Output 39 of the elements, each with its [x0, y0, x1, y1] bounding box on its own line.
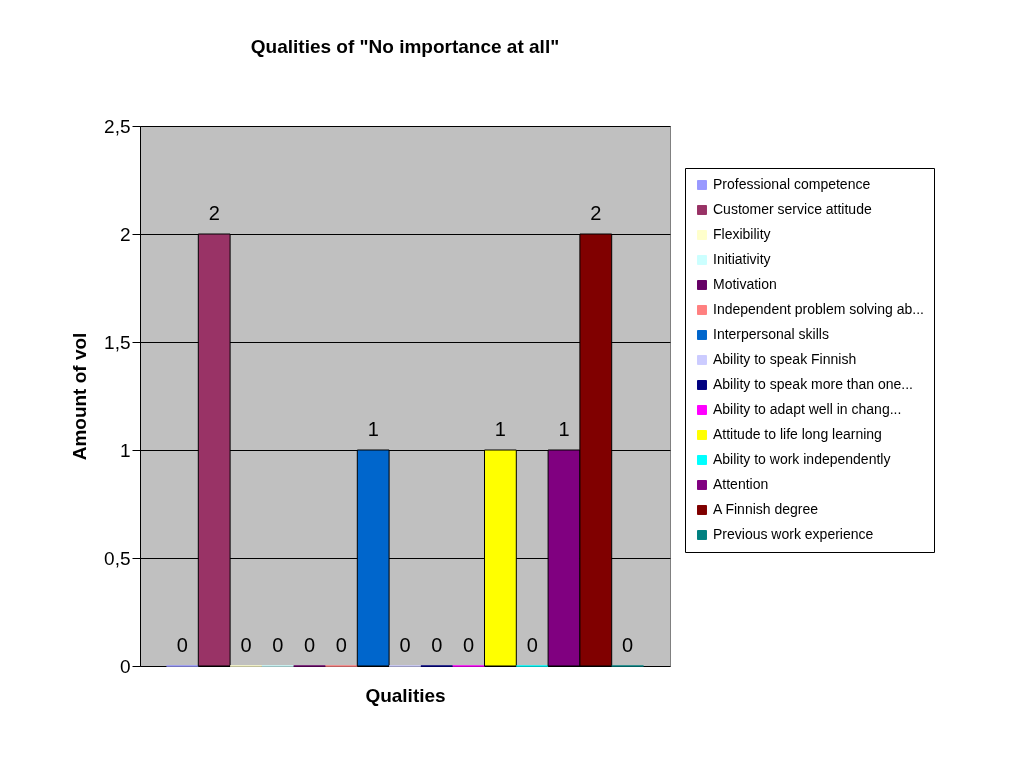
y-tick-label: 0,5 — [104, 547, 131, 569]
legend-label: Ability to work independently — [713, 451, 891, 467]
y-tick-label: 2,5 — [104, 115, 131, 137]
legend-label: Attention — [713, 476, 769, 492]
y-tick-label: 1 — [119, 439, 131, 461]
y-tick-label: 1,5 — [104, 331, 131, 353]
legend-label: Customer service attitude — [713, 201, 872, 217]
data-label: 0 — [526, 634, 538, 656]
legend-label: Ability to adapt well in chang... — [713, 401, 902, 417]
data-label: 2 — [208, 202, 220, 224]
legend-label: Motivation — [713, 276, 777, 292]
legend-label: A Finnish degree — [713, 501, 819, 517]
legend-label: Previous work experience — [713, 526, 874, 542]
data-label: 2 — [590, 202, 602, 224]
data-label: 0 — [240, 634, 252, 656]
legend-label: Independent problem solving ab... — [713, 301, 924, 317]
legend-label: Ability to speak Finnish — [713, 351, 857, 367]
legend-label: Professional competence — [713, 176, 871, 192]
data-label: 0 — [622, 634, 634, 656]
data-label: 1 — [494, 418, 506, 440]
data-label: 0 — [304, 634, 316, 656]
data-label: 0 — [463, 634, 475, 656]
legend-label: Interpersonal skills — [713, 326, 829, 342]
data-label: 0 — [176, 634, 188, 656]
legend-label: Initiativity — [713, 251, 771, 267]
legend-label: Flexibility — [713, 226, 771, 242]
data-label: 1 — [367, 418, 379, 440]
legend-label: Attitude to life long learning — [713, 426, 882, 442]
data-label: 1 — [558, 418, 570, 440]
chart-title: Qualities of "No importance at all" — [250, 36, 560, 57]
legend-label: Ability to speak more than one... — [713, 376, 913, 392]
x-axis-title: Qualities — [365, 684, 446, 706]
data-label: 0 — [272, 634, 284, 656]
y-tick-label: 0 — [119, 655, 131, 677]
y-axis-title: Amount of vol — [69, 332, 91, 461]
data-label: 0 — [335, 634, 347, 656]
data-label: 0 — [431, 634, 443, 656]
y-tick-label: 2 — [119, 223, 131, 245]
data-label: 0 — [399, 634, 411, 656]
